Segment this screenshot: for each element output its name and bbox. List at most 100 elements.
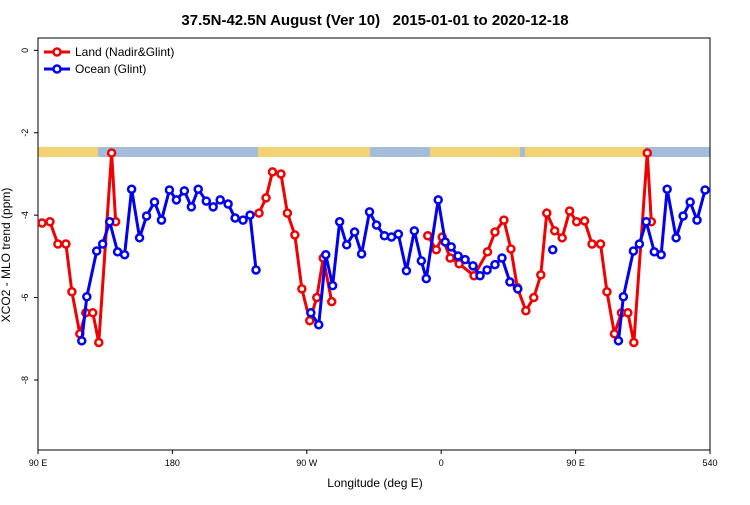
point: [595, 239, 606, 249]
point: [290, 230, 300, 240]
point: [327, 280, 338, 291]
plot-frame: [37, 37, 711, 451]
point: [401, 266, 412, 276]
point: [371, 220, 382, 230]
point: [497, 253, 507, 263]
y-tick-label: 0: [20, 48, 30, 53]
point: [119, 249, 130, 260]
point: [602, 287, 612, 297]
point: [141, 211, 152, 221]
point: [201, 196, 212, 206]
point: [440, 237, 450, 247]
point: [468, 261, 478, 271]
point: [453, 251, 463, 261]
point: [321, 249, 331, 260]
point: [82, 291, 92, 302]
point: [94, 337, 104, 348]
x-tick-label: 90 W: [296, 458, 318, 468]
point: [685, 197, 695, 207]
point: [193, 184, 203, 194]
point: [579, 216, 590, 226]
y-tick-label: -6: [20, 294, 30, 302]
point: [571, 217, 582, 227]
point: [164, 185, 175, 195]
point: [431, 245, 442, 255]
point: [349, 227, 360, 237]
point: [356, 249, 367, 259]
point: [149, 197, 160, 207]
point: [634, 239, 645, 249]
point: [312, 292, 322, 303]
point: [506, 244, 516, 254]
point: [505, 277, 515, 287]
point: [490, 259, 500, 270]
point: [642, 148, 653, 158]
point: [215, 195, 225, 205]
point: [548, 245, 558, 255]
point: [393, 229, 404, 239]
point: [238, 215, 248, 225]
legend-label: Land (Nadir&Glint): [75, 45, 174, 59]
point: [629, 337, 639, 348]
y-tick-label: -2: [20, 129, 30, 137]
point: [305, 315, 315, 326]
x-tick-label: 180: [165, 458, 180, 468]
point: [513, 284, 523, 294]
point: [208, 202, 218, 212]
chart-title: 37.5N-42.5N August (Ver 10) 2015-01-01 t…: [181, 12, 568, 29]
legend-label: Ocean (Glint): [75, 62, 146, 76]
point: [446, 242, 456, 252]
point: [186, 202, 197, 212]
point: [104, 217, 115, 227]
point: [313, 320, 324, 330]
y-tick-label: -8: [20, 376, 30, 384]
point: [445, 253, 455, 263]
x-tick-label: 540: [702, 458, 717, 468]
point: [61, 239, 71, 249]
point: [433, 195, 443, 205]
point: [134, 233, 145, 243]
legend-marker: [52, 64, 62, 74]
point: [421, 273, 432, 284]
point: [557, 233, 567, 243]
point: [587, 239, 597, 249]
point: [334, 217, 345, 227]
point: [77, 336, 87, 346]
point: [364, 207, 375, 217]
point: [261, 193, 271, 203]
point: [641, 217, 651, 227]
x-tick-label: 90 E: [566, 458, 585, 468]
point: [490, 227, 500, 237]
map-strip: [38, 147, 710, 157]
point: [521, 305, 531, 316]
y-tick-label: -4: [20, 211, 30, 219]
point: [623, 308, 633, 318]
point: [618, 291, 629, 302]
point: [423, 231, 433, 241]
point: [171, 195, 182, 205]
point: [671, 233, 681, 243]
point: [692, 215, 702, 225]
point: [326, 296, 337, 307]
point: [609, 329, 620, 339]
point: [460, 254, 470, 265]
point: [499, 215, 509, 225]
point: [416, 256, 427, 266]
point: [306, 308, 316, 318]
point: [549, 226, 560, 236]
point: [106, 148, 117, 158]
point: [230, 213, 240, 223]
point: [179, 186, 190, 196]
legend-marker: [52, 47, 62, 57]
x-tick-label: 0: [439, 458, 444, 468]
point: [97, 239, 108, 249]
point: [536, 270, 546, 280]
point: [223, 199, 233, 209]
point: [341, 240, 352, 250]
x-axis-label: Longitude (deg E): [327, 476, 422, 490]
point: [297, 284, 307, 294]
point: [678, 211, 688, 221]
point: [267, 167, 278, 177]
point: [628, 246, 639, 256]
